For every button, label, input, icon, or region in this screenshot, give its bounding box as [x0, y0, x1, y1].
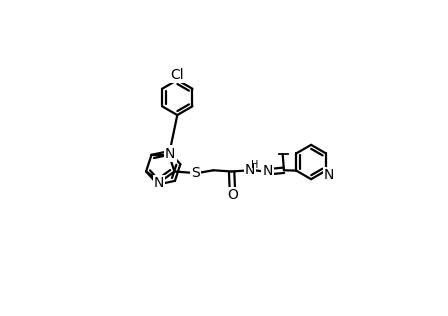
Text: N: N	[262, 165, 272, 179]
Text: S: S	[191, 166, 199, 180]
Text: N: N	[154, 176, 164, 190]
Text: N: N	[324, 168, 334, 182]
Text: H: H	[250, 160, 258, 170]
Text: N: N	[165, 147, 176, 161]
Text: N: N	[245, 162, 255, 177]
Text: Cl: Cl	[171, 68, 184, 82]
Text: O: O	[227, 188, 238, 202]
